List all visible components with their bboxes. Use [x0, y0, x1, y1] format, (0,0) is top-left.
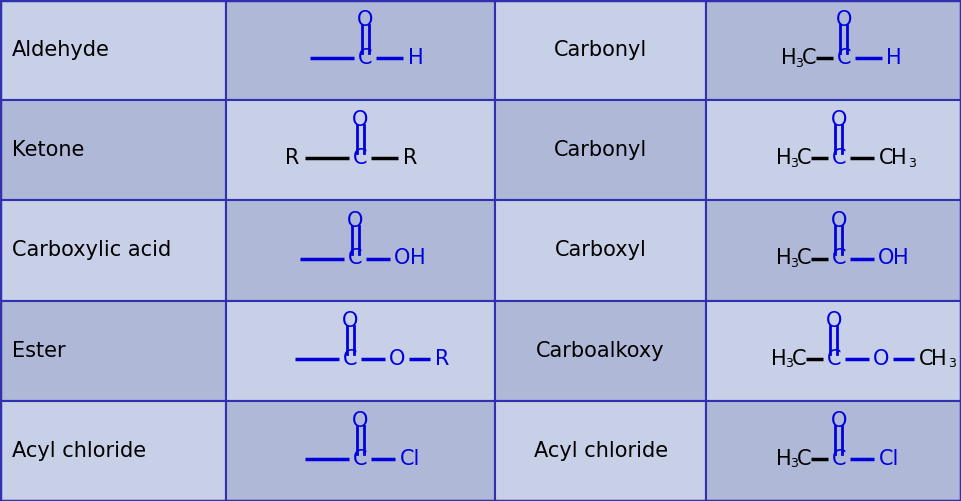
Text: C: C [919, 349, 933, 369]
Text: 3: 3 [790, 257, 798, 270]
Bar [0, 200, 226, 301]
Text: R: R [285, 148, 300, 168]
Bar [0, 0, 226, 100]
Text: H: H [409, 248, 425, 269]
Bar [226, 301, 495, 401]
Text: Carboalkoxy: Carboalkoxy [536, 341, 665, 361]
Text: Aldehyde: Aldehyde [12, 40, 110, 60]
Text: C: C [343, 349, 357, 369]
Text: C: C [358, 48, 373, 68]
Text: C: C [878, 148, 893, 168]
Text: Ketone: Ketone [12, 140, 85, 160]
Text: H: H [776, 248, 792, 269]
Text: H: H [776, 449, 792, 469]
Text: C: C [801, 48, 816, 68]
Text: C: C [348, 248, 362, 269]
Text: Carbonyl: Carbonyl [554, 40, 648, 60]
Bar [226, 200, 495, 301]
Text: 3: 3 [785, 357, 793, 370]
Bar [706, 401, 961, 501]
Bar [706, 301, 961, 401]
Text: C: C [353, 449, 368, 469]
Text: O: O [835, 10, 851, 30]
Bar [226, 0, 495, 100]
Text: C: C [831, 148, 846, 168]
Text: Acyl chloride: Acyl chloride [12, 441, 146, 461]
Text: Ester: Ester [12, 341, 65, 361]
Text: O: O [394, 248, 410, 269]
Text: 3: 3 [948, 357, 955, 370]
Bar [495, 0, 706, 100]
Text: H: H [891, 148, 906, 168]
Bar [495, 301, 706, 401]
Text: R: R [435, 349, 450, 369]
Bar [706, 100, 961, 200]
Text: C: C [353, 148, 368, 168]
Text: 3: 3 [908, 157, 916, 170]
Text: H: H [781, 48, 797, 68]
Bar [495, 200, 706, 301]
Text: C: C [831, 248, 846, 269]
Text: O: O [357, 10, 374, 30]
Text: O: O [873, 349, 889, 369]
Text: Cl: Cl [400, 449, 421, 469]
Text: 3: 3 [790, 457, 798, 470]
Text: O: O [830, 411, 847, 431]
Text: C: C [792, 349, 806, 369]
Text: O: O [825, 311, 842, 331]
Bar [706, 200, 961, 301]
Text: R: R [404, 148, 418, 168]
Text: H: H [886, 48, 901, 68]
Text: H: H [893, 248, 908, 269]
Text: O: O [830, 110, 847, 130]
Text: C: C [797, 248, 811, 269]
Bar [0, 401, 226, 501]
Text: 3: 3 [795, 57, 802, 70]
Text: C: C [831, 449, 846, 469]
Bar [706, 0, 961, 100]
Text: H: H [931, 349, 947, 369]
Bar [495, 100, 706, 200]
Text: O: O [830, 210, 847, 230]
Text: H: H [771, 349, 786, 369]
Text: Cl: Cl [878, 449, 899, 469]
Text: C: C [836, 48, 850, 68]
Text: C: C [826, 349, 841, 369]
Text: Carboxyl: Carboxyl [554, 240, 647, 261]
Text: O: O [352, 411, 369, 431]
Text: H: H [776, 148, 792, 168]
Text: H: H [407, 48, 423, 68]
Text: Carbonyl: Carbonyl [554, 140, 648, 160]
Text: O: O [352, 110, 369, 130]
Text: Carboxylic acid: Carboxylic acid [12, 240, 171, 261]
Text: 3: 3 [790, 157, 798, 170]
Text: C: C [797, 148, 811, 168]
Text: C: C [797, 449, 811, 469]
Text: O: O [347, 210, 363, 230]
Bar [495, 401, 706, 501]
Bar [0, 301, 226, 401]
Text: Acyl chloride: Acyl chloride [533, 441, 668, 461]
Bar [226, 401, 495, 501]
Bar [0, 100, 226, 200]
Text: O: O [877, 248, 894, 269]
Text: O: O [342, 311, 358, 331]
Text: O: O [389, 349, 406, 369]
Bar [226, 100, 495, 200]
